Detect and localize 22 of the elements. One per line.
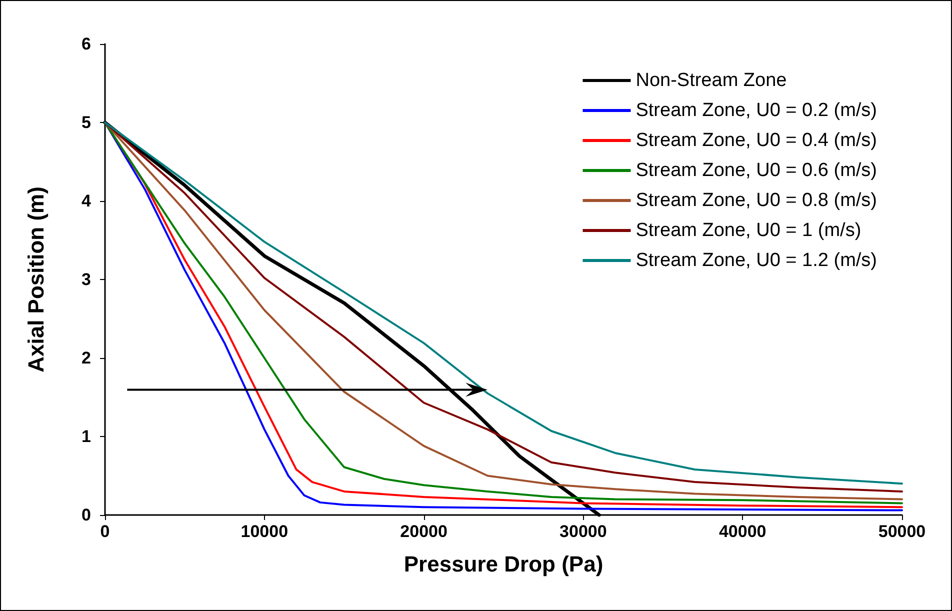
y-tick-label: 3 (82, 270, 91, 289)
legend-label: Stream Zone, U0 = 0.6 (m/s) (636, 160, 878, 181)
legend-label: Non-Stream Zone (636, 70, 787, 91)
x-axis-title: Pressure Drop (Pa) (404, 552, 604, 576)
y-axis-title: Axial Position (m) (24, 186, 48, 372)
legend-label: Stream Zone, U0 = 0.8 (m/s) (636, 190, 878, 211)
x-tick-label: 50000 (878, 522, 926, 541)
x-tick-label: 10000 (240, 522, 288, 541)
x-tick-label: 0 (100, 522, 110, 541)
y-tick-label: 2 (82, 348, 91, 368)
y-tick-label: 5 (82, 113, 91, 132)
x-tick-label: 20000 (400, 522, 448, 541)
legend-label: Stream Zone, U0 = 1 (m/s) (636, 220, 862, 241)
legend-label: Stream Zone, U0 = 0.4 (m/s) (636, 130, 878, 151)
legend-label: Stream Zone, U0 = 0.2 (m/s) (636, 100, 878, 121)
x-tick-label: 40000 (718, 522, 766, 541)
x-tick-label: 30000 (560, 522, 607, 541)
legend-label: Stream Zone, U0 = 1.2 (m/s) (636, 250, 878, 271)
y-tick-label: 6 (82, 34, 91, 54)
y-tick-label: 0 (82, 506, 91, 524)
y-tick-label: 4 (82, 192, 92, 210)
y-tick-label: 1 (82, 427, 91, 446)
